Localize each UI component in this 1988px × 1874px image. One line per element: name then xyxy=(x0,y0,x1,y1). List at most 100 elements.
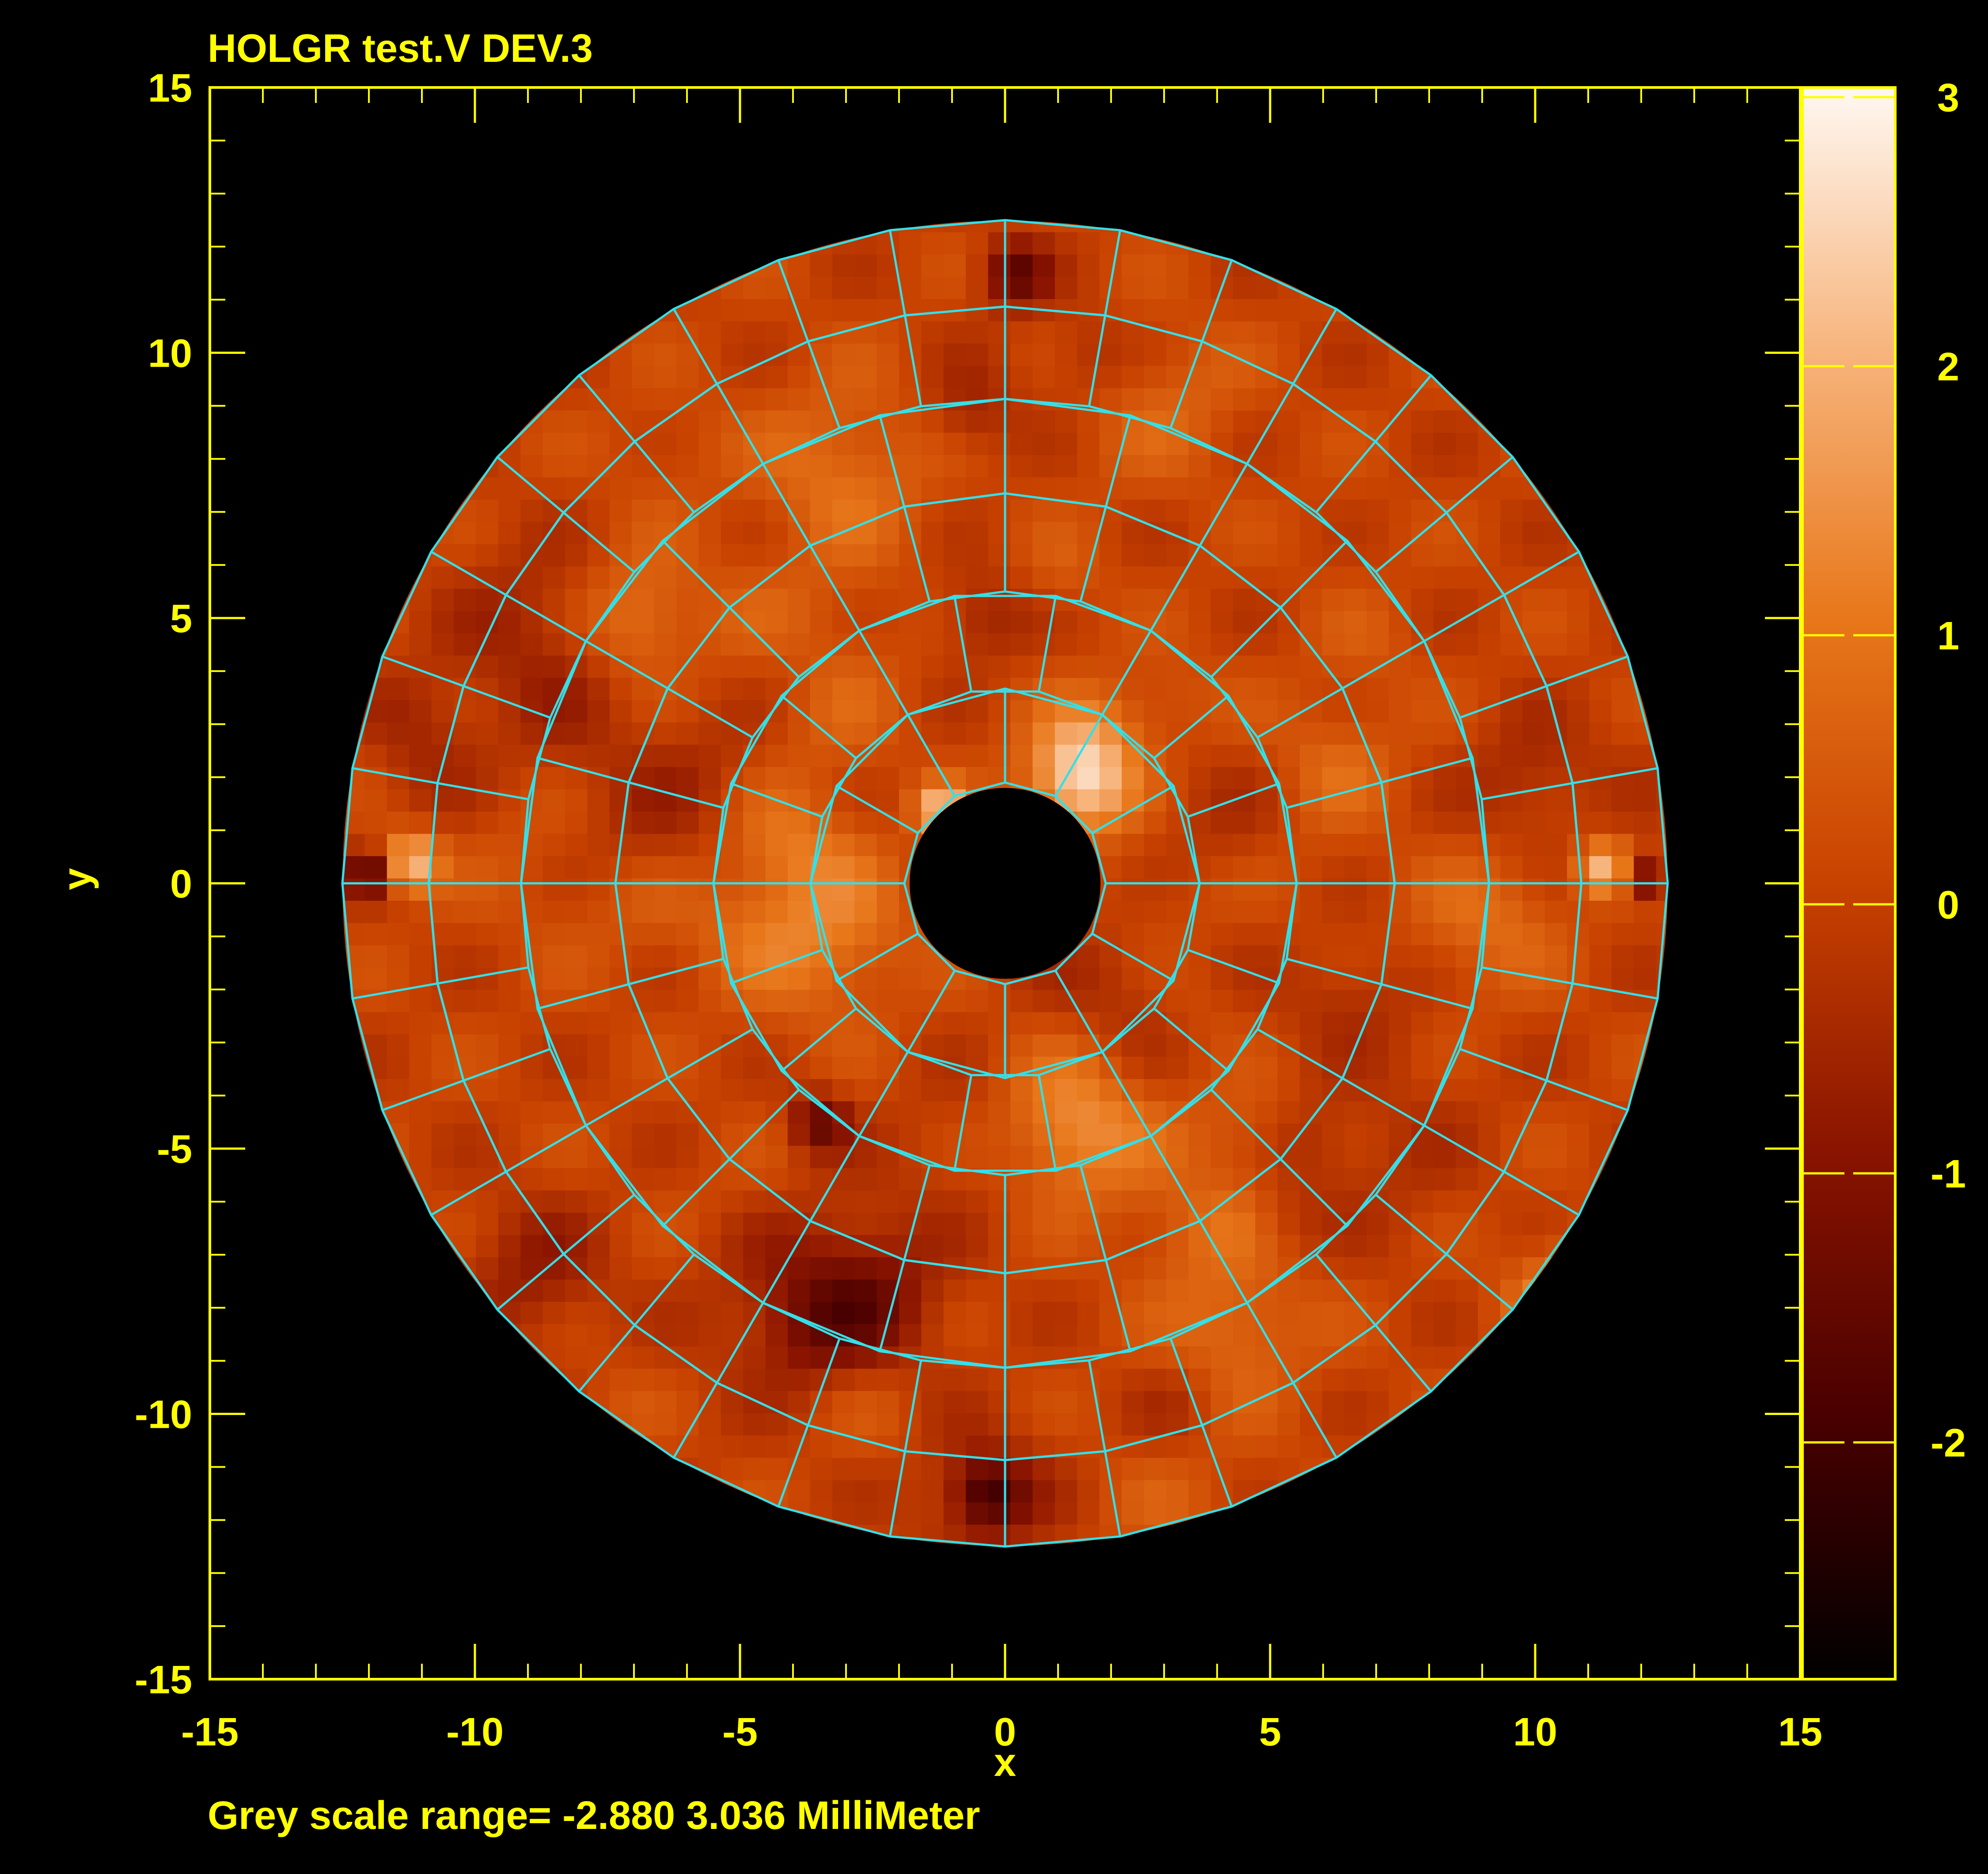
heatmap-cell xyxy=(721,878,744,901)
heatmap-cell xyxy=(1144,1301,1167,1324)
heatmap-cell xyxy=(1344,1145,1367,1168)
heatmap-cell xyxy=(765,1413,788,1436)
panel-edge xyxy=(1459,1048,1547,1082)
panel-edge xyxy=(537,757,629,784)
heatmap-cell xyxy=(676,922,699,945)
panel-edge xyxy=(1104,230,1121,316)
heatmap-cell xyxy=(1144,1457,1167,1480)
heatmap-cell xyxy=(876,789,899,812)
heatmap-cell xyxy=(1144,455,1167,478)
heatmap-cell xyxy=(476,833,499,857)
heatmap-cell xyxy=(565,387,588,411)
heatmap-cell xyxy=(387,744,410,767)
heatmap-cell xyxy=(1032,1502,1055,1525)
heatmap-cell xyxy=(454,722,477,745)
heatmap-cell xyxy=(1411,1012,1434,1035)
heatmap-cell xyxy=(899,945,922,968)
heatmap-cell xyxy=(1411,1078,1434,1101)
heatmap-cell xyxy=(943,1390,967,1414)
colorbar xyxy=(1801,86,1897,1681)
heatmap-cell xyxy=(587,722,610,745)
heatmap-cell xyxy=(1433,521,1456,544)
heatmap-cell xyxy=(1055,1100,1078,1124)
heatmap-cell xyxy=(765,1034,788,1057)
heatmap-cell xyxy=(854,588,877,611)
panel-edge xyxy=(1572,767,1658,785)
heatmap-cell xyxy=(1478,1257,1501,1280)
heatmap-cell xyxy=(854,922,877,945)
heatmap-cell xyxy=(1166,343,1189,366)
heatmap-cell xyxy=(1210,387,1233,411)
heatmap-cell xyxy=(1255,833,1278,857)
heatmap-cell xyxy=(943,1479,967,1502)
heatmap-cell xyxy=(1433,789,1456,812)
heatmap-cell xyxy=(1277,633,1301,656)
heatmap-cell xyxy=(1322,945,1345,968)
heatmap-cell xyxy=(1300,1301,1323,1324)
heatmap-cell xyxy=(943,1346,967,1369)
heatmap-cell xyxy=(876,900,899,923)
heatmap-cell xyxy=(1210,1279,1233,1302)
heatmap-cell xyxy=(1277,722,1301,745)
heatmap-cell xyxy=(876,1100,899,1124)
heatmap-cell xyxy=(743,588,766,611)
heatmap-cell xyxy=(1589,699,1612,723)
heatmap-cell xyxy=(1522,878,1545,901)
heatmap-cell xyxy=(921,432,944,455)
heatmap-cell xyxy=(498,789,521,812)
heatmap-cell xyxy=(899,477,922,500)
heatmap-cell xyxy=(409,699,432,723)
heatmap-cell xyxy=(1099,1502,1122,1525)
heatmap-cell xyxy=(1122,387,1145,411)
heatmap-cell xyxy=(1122,477,1145,500)
heatmap-cell xyxy=(1567,722,1590,745)
heatmap-cell xyxy=(743,1190,766,1213)
heatmap-cell xyxy=(1122,766,1145,789)
heatmap-cell xyxy=(832,699,855,723)
heatmap-cell xyxy=(1233,321,1256,344)
heatmap-cell xyxy=(1500,521,1523,544)
heatmap-cell xyxy=(454,1100,477,1124)
panel-edge xyxy=(1054,970,1104,1053)
heatmap-cell xyxy=(988,1257,1011,1280)
heatmap-cell xyxy=(1611,1012,1635,1035)
heatmap-cell xyxy=(498,633,521,656)
heatmap-cell xyxy=(921,1279,944,1302)
heatmap-cell xyxy=(1500,1123,1523,1146)
heatmap-cell xyxy=(498,1234,521,1257)
panel-edge xyxy=(585,1077,668,1127)
heatmap-cell xyxy=(810,1234,833,1257)
heatmap-cell xyxy=(1055,1368,1078,1391)
heatmap-cell xyxy=(988,1034,1011,1057)
y-tick-label: -10 xyxy=(135,1393,192,1437)
heatmap-cell xyxy=(476,588,499,611)
heatmap-cell xyxy=(854,1078,877,1101)
heatmap-cell xyxy=(1233,1435,1256,1458)
heatmap-cell xyxy=(1255,365,1278,388)
heatmap-cell xyxy=(1188,566,1211,589)
heatmap-cell xyxy=(1300,455,1323,478)
heatmap-cell xyxy=(520,455,543,478)
heatmap-cell xyxy=(1522,766,1545,789)
heatmap-cell xyxy=(943,766,967,789)
heatmap-cell xyxy=(698,1145,721,1168)
heatmap-cell xyxy=(1433,833,1456,857)
heatmap-cell xyxy=(1456,455,1479,478)
heatmap-cell xyxy=(565,1346,588,1369)
heatmap-cell xyxy=(1010,543,1033,567)
heatmap-cell xyxy=(1634,900,1657,923)
heatmap-cell xyxy=(788,1123,811,1146)
heatmap-cell xyxy=(1099,254,1122,277)
heatmap-cell xyxy=(698,588,721,611)
heatmap-cell xyxy=(1099,1368,1122,1391)
colorbar-tick-label: 3 xyxy=(1937,76,1959,120)
heatmap-cell xyxy=(632,878,655,901)
heatmap-cell xyxy=(1456,1234,1479,1257)
heatmap-cell xyxy=(1456,789,1479,812)
heatmap-cell xyxy=(676,1301,699,1324)
heatmap-cell xyxy=(454,766,477,789)
grey-scale-range-footer: Grey scale range= -2.880 3.036 MilliMete… xyxy=(208,1794,980,1838)
heatmap-cell xyxy=(454,1145,477,1168)
heatmap-cell xyxy=(1099,633,1122,656)
heatmap-cell xyxy=(409,789,432,812)
